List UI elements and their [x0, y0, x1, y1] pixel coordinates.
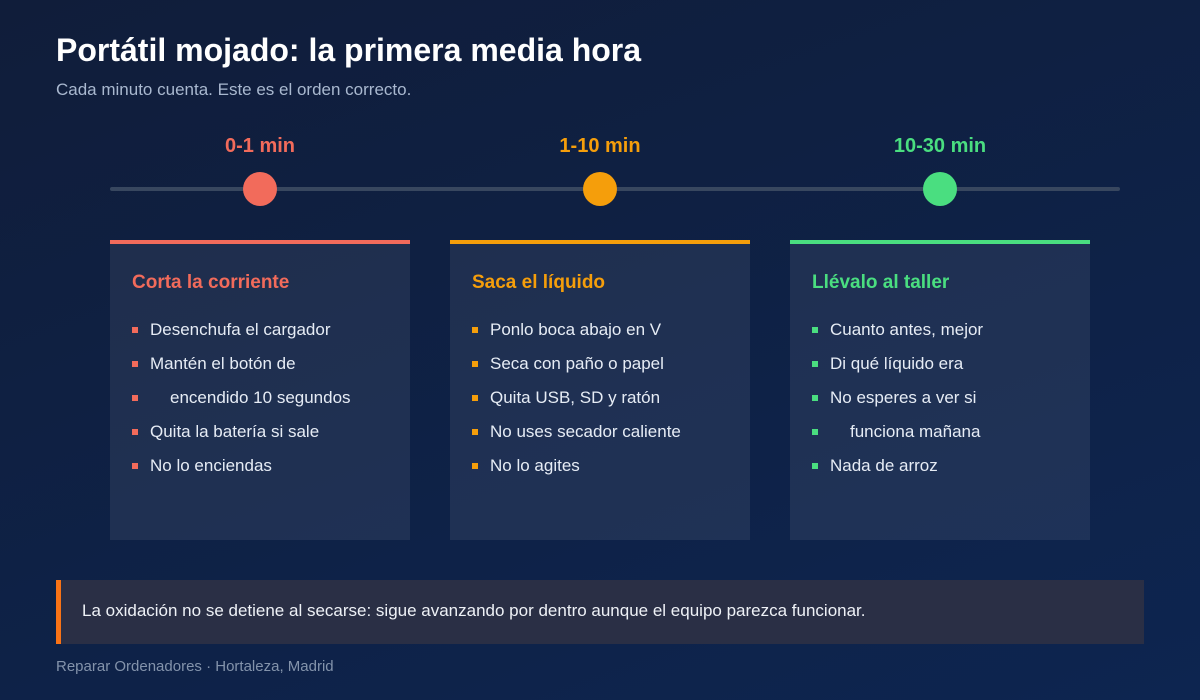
- bullet: [132, 361, 138, 367]
- list-item: Quita la batería si sale: [150, 422, 320, 441]
- step-time: 0-1 min: [224, 135, 296, 157]
- timeline-dot: [583, 172, 617, 206]
- note-box: La oxidación no se detiene al secarse: s…: [56, 580, 1144, 644]
- list-item: Quita USB, SD y ratón: [490, 388, 661, 407]
- step-card: Saca el líquido Ponlo boca abajo en V Seca…: [450, 240, 750, 540]
- bullet: [812, 327, 818, 333]
- step-card: Corta la corriente Desenchufa el cargador…: [110, 240, 410, 540]
- timeline-dot: [243, 172, 277, 206]
- bullet: [472, 463, 478, 469]
- list-item: funciona mañana: [850, 422, 981, 441]
- list-item: Nada de arroz: [830, 456, 938, 475]
- bullet: [472, 395, 478, 401]
- footer: Reparar Ordenadores · Hortaleza, Madrid: [56, 658, 334, 675]
- list-item: No esperes a ver si: [830, 388, 977, 407]
- bullet: [132, 463, 138, 469]
- list-item: No uses secador caliente: [490, 422, 681, 441]
- timeline-dot: [923, 172, 957, 206]
- list-item: Cuanto antes, mejor: [830, 320, 984, 339]
- bullet: [472, 361, 478, 367]
- bullet: [812, 463, 818, 469]
- bullet: [812, 395, 818, 401]
- list-item: encendido 10 segundos: [170, 388, 351, 407]
- bullet: [812, 361, 818, 367]
- note: La oxidación no se detiene al secarse: s…: [82, 601, 866, 620]
- bullet: [472, 327, 478, 333]
- step-time: 10-30 min: [893, 135, 987, 157]
- list-item: Ponlo boca abajo en V: [490, 320, 662, 339]
- bullet: [812, 429, 818, 435]
- card-title: Saca el líquido: [472, 272, 606, 293]
- bullet: [132, 395, 138, 401]
- bullet: [132, 327, 138, 333]
- card-title: Llévalo al taller: [812, 272, 950, 293]
- subtitle: Cada minuto cuenta. Este es el orden cor…: [56, 80, 412, 99]
- list-item: No lo agites: [490, 456, 580, 475]
- list-item: Seca con paño o papel: [490, 354, 664, 373]
- list-item: Di qué líquido era: [830, 354, 964, 373]
- bullet: [472, 429, 478, 435]
- list-item: Desenchufa el cargador: [150, 320, 331, 339]
- list-item: No lo enciendas: [150, 456, 272, 475]
- list-item: Mantén el botón de: [150, 354, 296, 373]
- step-card: Llévalo al taller Cuanto antes, mejor Di q…: [790, 240, 1090, 540]
- bullet: [132, 429, 138, 435]
- title: Portátil mojado: la primera media hora: [56, 32, 642, 68]
- step-time: 1-10 min: [559, 135, 641, 157]
- card-title: Corta la corriente: [132, 272, 290, 293]
